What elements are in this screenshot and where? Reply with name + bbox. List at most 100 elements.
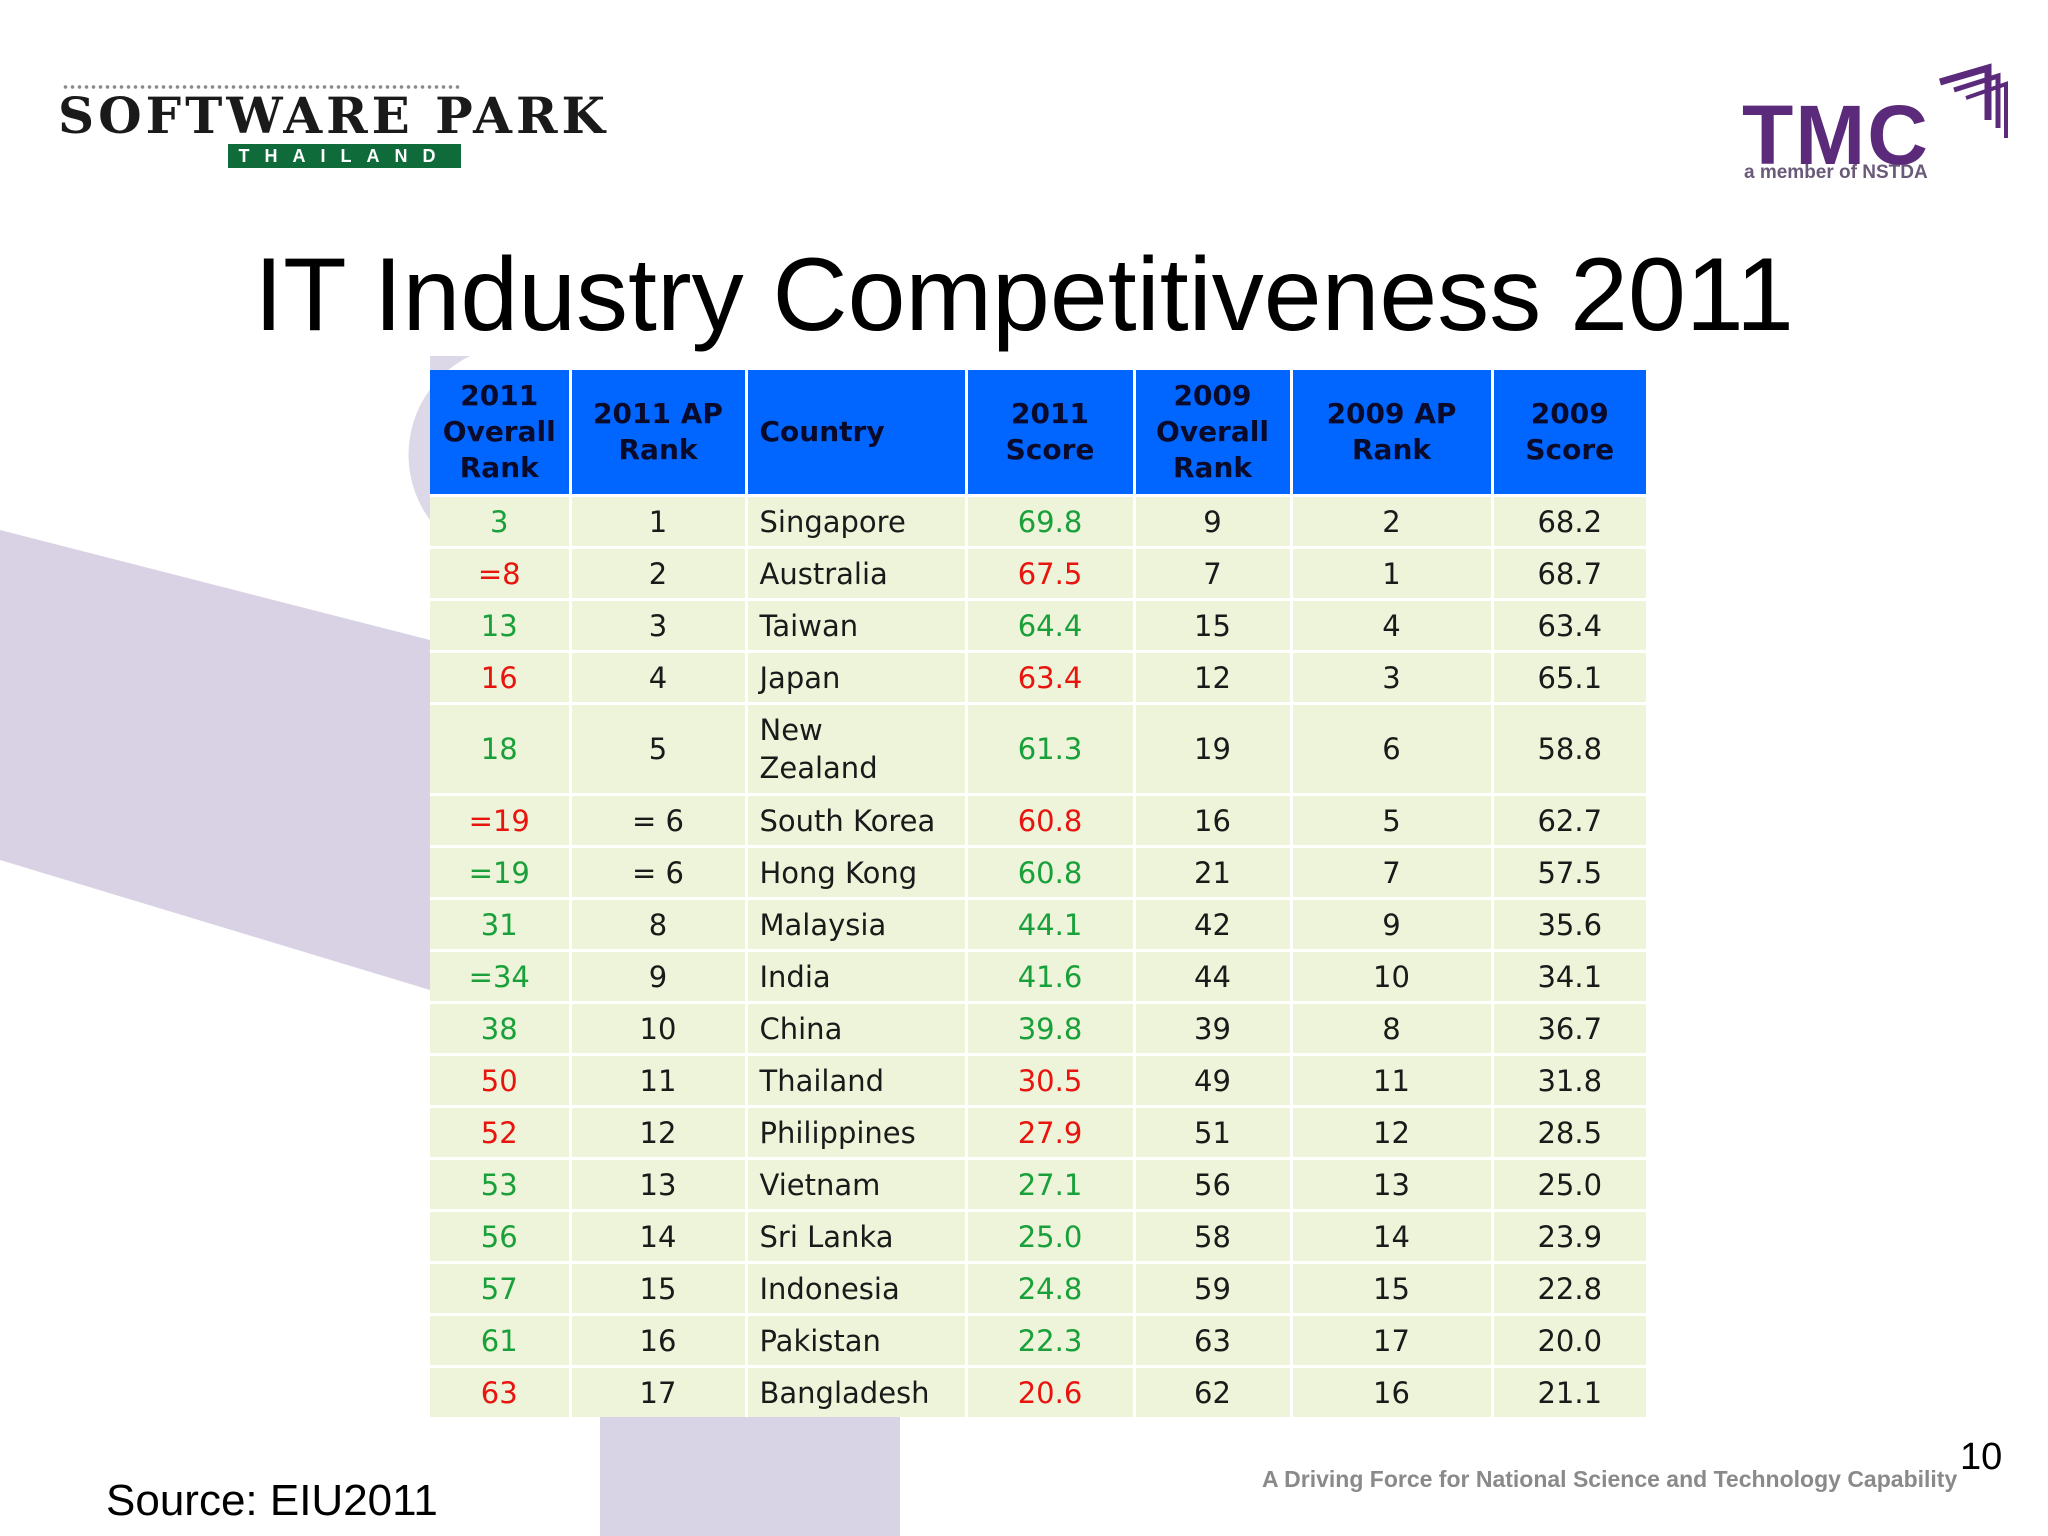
cell-score-2011: 64.4 <box>966 598 1136 652</box>
cell-score-2009: 28.5 <box>1492 1105 1646 1159</box>
cell-overall-2011: 18 <box>430 702 572 795</box>
cell-overall-2011: 57 <box>430 1261 572 1315</box>
table-row: 63 17 Bangladesh 20.6 62 16 21.1 <box>430 1365 1646 1417</box>
cell-overall-2011: 13 <box>430 598 572 652</box>
source-note: Source: EIU2011 <box>106 1476 438 1525</box>
cell-score-2011: 39.8 <box>966 1001 1136 1055</box>
cell-ap-2009: 3 <box>1291 650 1494 704</box>
cell-overall-2011: =8 <box>430 546 572 600</box>
cell-ap-2011: 9 <box>570 949 748 1003</box>
cell-overall-2011: =19 <box>430 845 572 899</box>
cell-ap-2009: 17 <box>1291 1313 1494 1367</box>
cell-score-2009: 20.0 <box>1492 1313 1646 1367</box>
table-row: =19 = 6 South Korea 60.8 16 5 62.7 <box>430 793 1646 847</box>
cell-ap-2011: 15 <box>570 1261 748 1315</box>
header-2011-overall-rank: 2011 Overall Rank <box>430 370 572 496</box>
software-park-logo: SOFTWARE PARK THAILAND <box>58 84 609 168</box>
cell-overall-2011: 31 <box>430 897 572 951</box>
cell-overall-2009: 21 <box>1134 845 1293 899</box>
logo-dot-border <box>62 84 462 90</box>
cell-overall-2009: 19 <box>1134 702 1293 795</box>
cell-overall-2011: 16 <box>430 650 572 704</box>
software-park-logo-text: SOFTWARE PARK <box>58 86 609 145</box>
page-title: IT Industry Competitiveness 2011 <box>254 237 1794 353</box>
cell-score-2011: 41.6 <box>966 949 1136 1003</box>
cell-score-2009: 65.1 <box>1492 650 1646 704</box>
cell-ap-2009: 8 <box>1291 1001 1494 1055</box>
cell-ap-2011: 3 <box>570 598 748 652</box>
cell-country: Indonesia <box>746 1261 968 1315</box>
cell-ap-2011: 5 <box>570 702 748 795</box>
cell-country: Japan <box>746 650 968 704</box>
table-row: 38 10 China 39.8 39 8 36.7 <box>430 1001 1646 1055</box>
cell-overall-2011: 38 <box>430 1001 572 1055</box>
cell-overall-2011: =19 <box>430 793 572 847</box>
cell-country: Singapore <box>746 494 968 548</box>
cell-overall-2009: 16 <box>1134 793 1293 847</box>
cell-overall-2009: 63 <box>1134 1313 1293 1367</box>
cell-ap-2011: 12 <box>570 1105 748 1159</box>
cell-score-2011: 27.1 <box>966 1157 1136 1211</box>
cell-score-2011: 27.9 <box>966 1105 1136 1159</box>
cell-overall-2011: 53 <box>430 1157 572 1211</box>
cell-country: Philippines <box>746 1105 968 1159</box>
cell-ap-2009: 12 <box>1291 1105 1494 1159</box>
cell-ap-2011: 13 <box>570 1157 748 1211</box>
cell-ap-2009: 10 <box>1291 949 1494 1003</box>
cell-overall-2009: 12 <box>1134 650 1293 704</box>
cell-score-2011: 60.8 <box>966 793 1136 847</box>
cell-score-2009: 22.8 <box>1492 1261 1646 1315</box>
cell-ap-2011: 17 <box>570 1365 748 1417</box>
footer-tagline: A Driving Force for National Science and… <box>1262 1466 1958 1492</box>
table-row: =19 = 6 Hong Kong 60.8 21 7 57.5 <box>430 845 1646 899</box>
cell-score-2009: 68.2 <box>1492 494 1646 548</box>
cell-score-2011: 24.8 <box>966 1261 1136 1315</box>
cell-ap-2009: 14 <box>1291 1209 1494 1263</box>
cell-overall-2009: 9 <box>1134 494 1293 548</box>
cell-overall-2011: 52 <box>430 1105 572 1159</box>
cell-country: China <box>746 1001 968 1055</box>
cell-country: Sri Lanka <box>746 1209 968 1263</box>
cell-score-2011: 69.8 <box>966 494 1136 548</box>
cell-overall-2011: 61 <box>430 1313 572 1367</box>
cell-ap-2011: 1 <box>570 494 748 548</box>
cell-score-2011: 20.6 <box>966 1365 1136 1417</box>
cell-overall-2009: 49 <box>1134 1053 1293 1107</box>
cell-ap-2009: 9 <box>1291 897 1494 951</box>
cell-country: Australia <box>746 546 968 600</box>
header-2011-ap-rank: 2011 AP Rank <box>570 370 748 496</box>
table-row: 53 13 Vietnam 27.1 56 13 25.0 <box>430 1157 1646 1211</box>
cell-score-2009: 68.7 <box>1492 546 1646 600</box>
cell-ap-2009: 6 <box>1291 702 1494 795</box>
header-2011-score: 2011 Score <box>966 370 1136 496</box>
cell-overall-2009: 58 <box>1134 1209 1293 1263</box>
cell-ap-2011: = 6 <box>570 793 748 847</box>
cell-ap-2011: = 6 <box>570 845 748 899</box>
cell-overall-2011: =34 <box>430 949 572 1003</box>
table-row: 52 12 Philippines 27.9 51 12 28.5 <box>430 1105 1646 1159</box>
cell-ap-2011: 4 <box>570 650 748 704</box>
cell-country: Hong Kong <box>746 845 968 899</box>
cell-score-2011: 25.0 <box>966 1209 1136 1263</box>
cell-score-2011: 61.3 <box>966 702 1136 795</box>
cell-ap-2011: 16 <box>570 1313 748 1367</box>
software-park-logo-subtext: THAILAND <box>228 144 461 168</box>
tmc-swoosh-icon <box>1939 63 2008 138</box>
cell-score-2009: 36.7 <box>1492 1001 1646 1055</box>
cell-ap-2011: 8 <box>570 897 748 951</box>
cell-score-2009: 25.0 <box>1492 1157 1646 1211</box>
table-row: 61 16 Pakistan 22.3 63 17 20.0 <box>430 1313 1646 1367</box>
cell-score-2009: 34.1 <box>1492 949 1646 1003</box>
cell-score-2009: 21.1 <box>1492 1365 1646 1417</box>
cell-overall-2009: 15 <box>1134 598 1293 652</box>
cell-score-2011: 67.5 <box>966 546 1136 600</box>
cell-country: India <box>746 949 968 1003</box>
cell-score-2009: 35.6 <box>1492 897 1646 951</box>
table-row: 18 5 New Zealand 61.3 19 6 58.8 <box>430 702 1646 795</box>
cell-ap-2009: 1 <box>1291 546 1494 600</box>
cell-overall-2009: 42 <box>1134 897 1293 951</box>
cell-ap-2011: 2 <box>570 546 748 600</box>
cell-score-2009: 23.9 <box>1492 1209 1646 1263</box>
table-header-row: 2011 Overall Rank 2011 AP Rank Country 2… <box>430 370 1646 496</box>
cell-score-2011: 22.3 <box>966 1313 1136 1367</box>
